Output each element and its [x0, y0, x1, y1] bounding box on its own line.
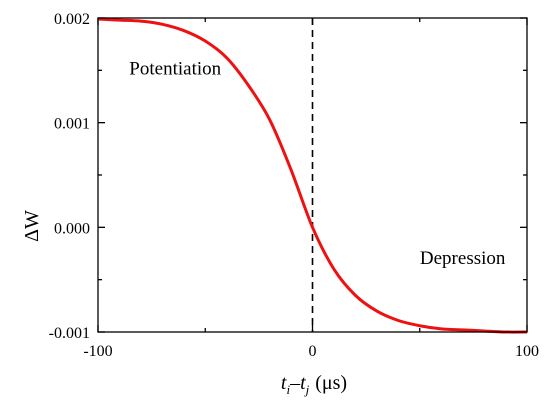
x-axis-title-sub-j: j	[304, 382, 310, 397]
annotation-depression: Depression	[420, 248, 506, 269]
y-tick-labels: -0.001 0.000 0.001 0.002	[49, 11, 90, 342]
y-tick-label: 0.000	[54, 220, 90, 237]
x-tick-label: 100	[515, 343, 539, 360]
x-axis-title: ti–tj (μs)	[281, 372, 347, 397]
x-axis-title-unit: (μs)	[315, 372, 347, 394]
y-axis-title: ΔW	[21, 210, 43, 242]
x-axis-title-sub-i: i	[286, 382, 290, 397]
series-line	[97, 17, 528, 334]
x-axis-title-t2: t	[300, 372, 306, 394]
x-tick-labels: -100 0 100	[83, 343, 539, 360]
x-axis-title-t1: t	[281, 372, 287, 394]
y-tick-label: 0.002	[54, 11, 90, 28]
minor-ticks	[98, 18, 527, 332]
y-tick-label: 0.001	[54, 116, 90, 133]
x-tick-label: -100	[83, 343, 112, 360]
x-tick-label: 0	[309, 343, 317, 360]
y-tick-label: -0.001	[49, 325, 90, 342]
plot-frame	[97, 17, 528, 333]
annotation-potentiation: Potentiation	[129, 59, 221, 80]
x-axis-title-dash: –	[289, 372, 301, 394]
